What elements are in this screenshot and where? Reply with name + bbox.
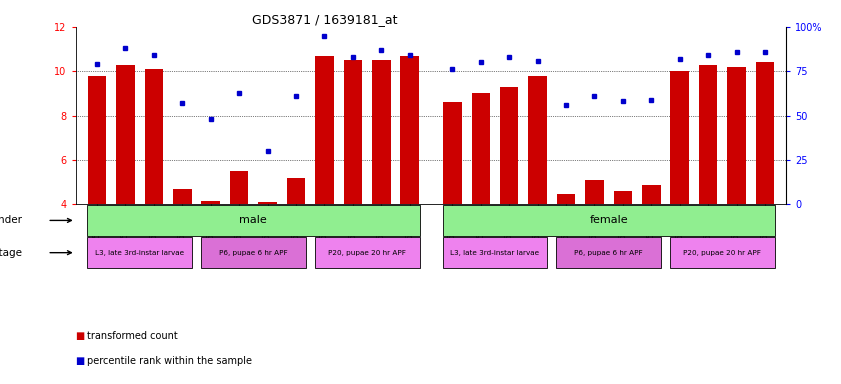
Text: P6, pupae 6 hr APF: P6, pupae 6 hr APF bbox=[219, 250, 288, 256]
Text: percentile rank within the sample: percentile rank within the sample bbox=[87, 356, 251, 366]
Text: P20, pupae 20 hr APF: P20, pupae 20 hr APF bbox=[684, 250, 761, 256]
FancyBboxPatch shape bbox=[315, 237, 420, 268]
Bar bbox=[528, 76, 547, 204]
FancyBboxPatch shape bbox=[87, 205, 420, 236]
FancyBboxPatch shape bbox=[201, 237, 306, 268]
Text: L3, late 3rd-instar larvae: L3, late 3rd-instar larvae bbox=[451, 250, 540, 256]
Bar bbox=[756, 62, 775, 204]
FancyBboxPatch shape bbox=[442, 237, 547, 268]
Bar bbox=[372, 60, 390, 204]
Bar bbox=[443, 102, 462, 204]
Text: P6, pupae 6 hr APF: P6, pupae 6 hr APF bbox=[574, 250, 643, 256]
FancyBboxPatch shape bbox=[670, 237, 775, 268]
Text: L3, late 3rd-instar larvae: L3, late 3rd-instar larvae bbox=[95, 250, 184, 256]
Bar bbox=[315, 56, 334, 204]
Bar bbox=[699, 65, 717, 204]
Bar bbox=[614, 191, 632, 204]
Bar bbox=[585, 180, 604, 204]
Bar bbox=[670, 71, 689, 204]
Text: P20, pupae 20 hr APF: P20, pupae 20 hr APF bbox=[328, 250, 406, 256]
Text: female: female bbox=[590, 215, 628, 225]
Bar bbox=[87, 76, 106, 204]
Bar bbox=[230, 171, 248, 204]
Bar bbox=[400, 56, 419, 204]
Bar bbox=[472, 93, 490, 204]
FancyBboxPatch shape bbox=[442, 205, 775, 236]
Text: male: male bbox=[240, 215, 267, 225]
Bar bbox=[727, 67, 746, 204]
Bar bbox=[145, 69, 163, 204]
Bar bbox=[344, 60, 362, 204]
Bar bbox=[557, 194, 575, 204]
Title: GDS3871 / 1639181_at: GDS3871 / 1639181_at bbox=[251, 13, 397, 26]
Text: ■: ■ bbox=[76, 331, 88, 341]
Text: gender: gender bbox=[0, 215, 23, 225]
FancyBboxPatch shape bbox=[556, 237, 661, 268]
Bar bbox=[202, 201, 220, 204]
Text: transformed count: transformed count bbox=[87, 331, 177, 341]
Bar bbox=[173, 189, 192, 204]
Bar bbox=[258, 202, 277, 204]
Bar bbox=[500, 87, 518, 204]
Text: ■: ■ bbox=[76, 356, 88, 366]
Bar bbox=[642, 185, 660, 204]
Text: development stage: development stage bbox=[0, 248, 23, 258]
Bar bbox=[116, 65, 135, 204]
Bar bbox=[287, 178, 305, 204]
FancyBboxPatch shape bbox=[87, 237, 192, 268]
